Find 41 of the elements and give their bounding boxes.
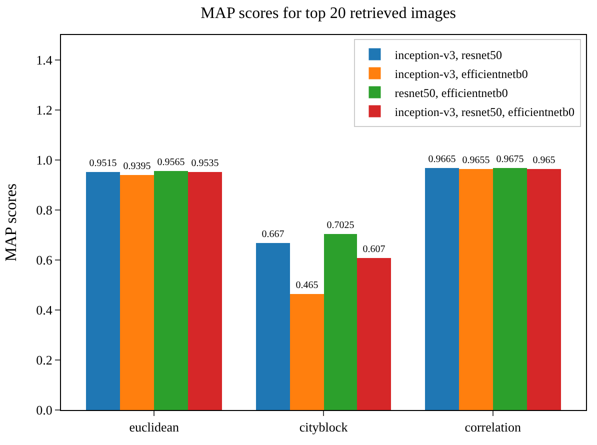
data-label: 0.9665 (428, 154, 456, 165)
bar (357, 258, 391, 410)
bar (256, 243, 290, 410)
bar (188, 172, 222, 410)
y-tick-label: 1.0 (36, 152, 52, 168)
bar (459, 169, 493, 410)
data-label: 0.9535 (191, 158, 219, 169)
bar (154, 171, 188, 410)
y-tick-label: 1.2 (36, 102, 52, 118)
legend-label: inception-v3, resnet50, efficientnetb0 (394, 104, 574, 119)
data-label: 0.9395 (123, 161, 151, 172)
x-tick-label: cityblock (299, 420, 348, 435)
y-tick-label: 0.0 (36, 402, 52, 418)
bar (493, 168, 527, 410)
data-label: 0.9565 (157, 157, 185, 168)
bar (425, 168, 459, 410)
bar (120, 175, 154, 410)
legend-label: inception-v3, efficientnetb0 (394, 66, 528, 81)
y-tick-label: 0.8 (36, 202, 52, 218)
data-label: 0.667 (262, 229, 284, 240)
x-tick-label: correlation (464, 420, 522, 435)
bar (527, 169, 561, 410)
data-label: 0.9515 (89, 158, 117, 169)
y-tick-label: 0.2 (36, 352, 52, 368)
data-label: 0.465 (296, 280, 318, 291)
bar (324, 234, 357, 410)
y-tick-label: 0.4 (36, 302, 53, 318)
y-tick-label: 1.4 (36, 52, 53, 68)
data-label: 0.7025 (326, 220, 354, 231)
y-axis-title: MAP scores (3, 183, 20, 262)
data-label: 0.965 (532, 155, 556, 166)
bar (290, 294, 324, 410)
bar (86, 172, 120, 410)
y-tick-label: 0.6 (36, 252, 53, 268)
data-label: 0.607 (362, 244, 386, 255)
legend-label: inception-v3, resnet50 (394, 48, 502, 62)
data-label: 0.9655 (462, 155, 490, 166)
data-label: 0.9675 (496, 154, 524, 165)
x-tick-label: euclidean (129, 420, 180, 435)
legend-label: resnet50, efficientnetb0 (394, 86, 508, 100)
chart-title: MAP scores for top 20 retrieved images (200, 4, 456, 22)
